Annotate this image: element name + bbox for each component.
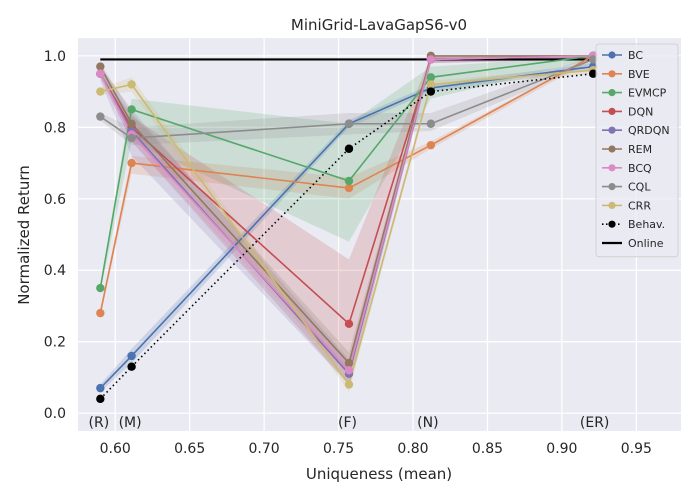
cql-band bbox=[100, 55, 594, 146]
legend-marker-evmcp bbox=[608, 89, 616, 97]
legend: BC BVE EVMCP DQN QRDQN REM BCQ CQL CRR Behav. Onli… bbox=[595, 43, 679, 258]
legend-label-crr: CRR bbox=[628, 199, 651, 212]
rem-point bbox=[127, 119, 136, 128]
legend-label-behav: Behav. bbox=[628, 218, 665, 231]
legend-marker-rem bbox=[608, 145, 616, 153]
evmcp-point bbox=[426, 73, 436, 82]
rem-point bbox=[96, 62, 105, 71]
legend-label-bve: BVE bbox=[628, 68, 650, 81]
legend-label-bcq: BCQ bbox=[628, 162, 652, 175]
evmcp-point bbox=[127, 105, 136, 114]
legend-marker-cql bbox=[608, 183, 616, 191]
bve-point bbox=[426, 140, 436, 150]
behav-point bbox=[588, 69, 598, 78]
x-tick-label: 0.95 bbox=[621, 441, 652, 457]
legend-label-qrdqn: QRDQN bbox=[628, 124, 670, 137]
bcq-point bbox=[344, 366, 354, 375]
dqn-point bbox=[344, 319, 354, 329]
plot-background bbox=[78, 38, 681, 431]
y-tick-label: 0.6 bbox=[44, 192, 66, 208]
behav-point bbox=[96, 394, 105, 404]
cql-point bbox=[426, 119, 436, 128]
y-tick-label: 0.4 bbox=[44, 263, 66, 279]
legend-label-rem: REM bbox=[628, 143, 652, 156]
uniqueness-annotation: (R) bbox=[89, 415, 110, 431]
y-tick-label: 1.0 bbox=[44, 49, 66, 65]
evmcp-band bbox=[100, 55, 594, 292]
legend-marker-bc bbox=[608, 51, 616, 59]
legend-label-evmcp: EVMCP bbox=[628, 87, 667, 100]
y-tick-label: 0.2 bbox=[44, 335, 66, 351]
y-tick-labels: 0.0 0.2 0.4 0.6 0.8 1.0 bbox=[44, 49, 66, 422]
bc-point bbox=[96, 383, 105, 393]
legend-marker-qrdqn bbox=[608, 126, 616, 134]
crr-point bbox=[344, 380, 354, 389]
dqn-band bbox=[100, 55, 594, 385]
x-tick-label: 0.80 bbox=[397, 441, 428, 457]
uniqueness-annotation: (F) bbox=[338, 415, 357, 431]
bcq-point bbox=[426, 55, 436, 64]
crr-point bbox=[96, 87, 105, 96]
legend-label-cql: CQL bbox=[628, 181, 651, 194]
cql-point bbox=[344, 119, 354, 128]
evmcp-point bbox=[96, 283, 105, 293]
behav-point bbox=[127, 362, 136, 371]
legend-label-bc: BC bbox=[628, 49, 643, 62]
legend-marker-dqn bbox=[608, 107, 616, 115]
x-tick-label: 0.90 bbox=[546, 441, 577, 457]
y-axis-label: Normalized Return bbox=[15, 165, 33, 305]
annotations: (R) (M) (F) (N) (ER) bbox=[89, 415, 610, 431]
bc-band bbox=[100, 63, 594, 392]
evmcp-point bbox=[344, 176, 354, 186]
bve-point bbox=[96, 308, 105, 318]
legend-marker-crr bbox=[608, 201, 616, 209]
bve-point bbox=[127, 158, 136, 168]
uniqueness-annotation: (ER) bbox=[580, 415, 610, 431]
x-tick-label: 0.60 bbox=[100, 441, 131, 457]
x-tick-label: 0.65 bbox=[174, 441, 205, 457]
legend-label-dqn: DQN bbox=[628, 105, 653, 118]
uniqueness-annotation: (M) bbox=[119, 415, 142, 431]
qrdqn-band bbox=[100, 55, 594, 385]
cql-point bbox=[588, 55, 598, 64]
x-axis-label: Uniqueness (mean) bbox=[306, 465, 452, 483]
cql-point bbox=[96, 112, 105, 121]
bve-point bbox=[344, 183, 354, 193]
legend-box bbox=[595, 43, 679, 258]
legend-marker-bcq bbox=[608, 164, 616, 172]
y-tick-label: 0.8 bbox=[44, 120, 66, 136]
uniqueness-annotation: (N) bbox=[417, 415, 438, 431]
bc-point bbox=[127, 351, 136, 361]
x-tick-label: 0.85 bbox=[472, 441, 503, 457]
x-tick-label: 0.70 bbox=[249, 441, 280, 457]
behav-point bbox=[344, 144, 354, 153]
x-tick-label: 0.75 bbox=[323, 441, 354, 457]
rem-point bbox=[344, 358, 354, 368]
legend-marker-bve bbox=[608, 70, 616, 78]
y-tick-label: 0.0 bbox=[44, 406, 66, 422]
crr-point bbox=[426, 80, 436, 89]
cql-point bbox=[127, 133, 136, 143]
chart-title: MiniGrid-LavaGapS6-v0 bbox=[291, 16, 467, 34]
crr-point bbox=[127, 80, 136, 89]
x-tick-labels: 0.60 0.65 0.70 0.75 0.80 0.85 0.90 0.95 bbox=[100, 441, 652, 457]
legend-marker-behav bbox=[608, 220, 616, 228]
bcq-point bbox=[96, 69, 105, 78]
behav-point bbox=[426, 87, 436, 96]
series-markers bbox=[96, 51, 598, 404]
legend-label-online: Online bbox=[628, 237, 664, 250]
